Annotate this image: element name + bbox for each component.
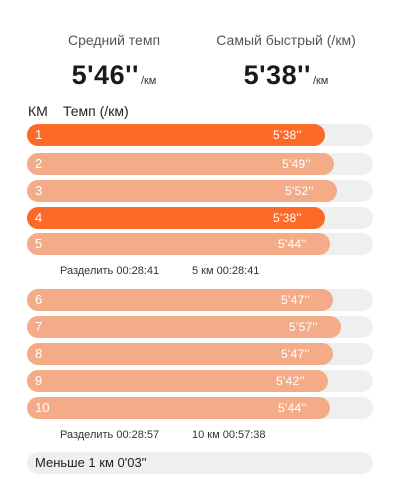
km-pace: 5'52''	[285, 184, 314, 198]
average-pace-unit: /км	[140, 75, 157, 87]
km-number: 8	[35, 346, 43, 361]
km-row: 5 5'44''	[27, 233, 373, 255]
fastest-pace-value: 5'38''	[243, 60, 311, 90]
fastest-pace-bar: 1 5'38''	[27, 124, 325, 146]
pace-bar: 5 5'44''	[27, 233, 330, 255]
fastest-pace-unit: /км	[312, 75, 329, 87]
km-pace: 5'38''	[273, 128, 302, 142]
km-number: 10	[35, 400, 50, 415]
split-cumulative-label: 10 км 00:57:38	[192, 429, 266, 441]
pace-bar: 6 5'47''	[27, 289, 333, 311]
pace-bar: 10 5'44''	[27, 397, 330, 419]
pace-bar: 3 5'52''	[27, 180, 337, 202]
km-pace: 5'44''	[278, 401, 307, 415]
km-row: 4 5'38''	[27, 207, 373, 229]
km-row: 1 5'38''	[27, 124, 373, 146]
average-pace-label: Средний темп	[67, 32, 161, 48]
remainder-row: Меньше 1 км 0'03''	[27, 452, 373, 474]
km-pace: 5'49''	[282, 157, 311, 171]
split-time-label: Разделить 00:28:41	[60, 265, 160, 277]
fastest-pace-value-row: 5'38''/км	[186, 58, 386, 92]
km-number: 1	[35, 127, 43, 142]
km-row: 6 5'47''	[27, 289, 373, 311]
km-pace: 5'42''	[276, 374, 305, 388]
split-time-label: Разделить 00:28:57	[60, 429, 160, 441]
km-number: 2	[35, 156, 43, 171]
km-pace: 5'44''	[278, 237, 307, 251]
km-row: 7 5'57''	[27, 316, 373, 338]
pace-column-header: Темп (/км)	[63, 103, 129, 119]
km-row: 10 5'44''	[27, 397, 373, 419]
km-row: 3 5'52''	[27, 180, 373, 202]
split-cumulative-label: 5 км 00:28:41	[192, 265, 260, 277]
km-number: 6	[35, 292, 43, 307]
km-number: 9	[35, 373, 43, 388]
km-column-header: КМ	[28, 103, 48, 119]
remainder-label: Меньше 1 км 0'03''	[35, 455, 147, 470]
km-pace: 5'38''	[273, 211, 302, 225]
km-pace: 5'47''	[281, 293, 310, 307]
km-row: 8 5'47''	[27, 343, 373, 365]
pace-bar: 9 5'42''	[27, 370, 328, 392]
km-number: 4	[35, 210, 43, 225]
average-pace-value: 5'46''	[71, 60, 139, 90]
pace-bar: 8 5'47''	[27, 343, 333, 365]
average-pace-value-row: 5'46''/км	[14, 58, 214, 92]
fastest-pace-label: Самый быстрый (/км)	[216, 32, 356, 48]
km-number: 7	[35, 319, 43, 334]
fastest-pace-bar: 4 5'38''	[27, 207, 325, 229]
average-pace-stat: Средний темп 5'46''/км	[14, 30, 214, 92]
fastest-pace-stat: Самый быстрый (/км) 5'38''/км	[186, 30, 386, 92]
km-row: 2 5'49''	[27, 153, 373, 175]
km-pace: 5'57''	[289, 320, 318, 334]
km-number: 3	[35, 183, 43, 198]
km-row: 9 5'42''	[27, 370, 373, 392]
pace-bar: 7 5'57''	[27, 316, 341, 338]
pace-summary: Средний темп 5'46''/км Самый быстрый (/к…	[0, 30, 400, 90]
pace-bar: 2 5'49''	[27, 153, 334, 175]
km-pace: 5'47''	[281, 347, 310, 361]
km-number: 5	[35, 236, 43, 251]
